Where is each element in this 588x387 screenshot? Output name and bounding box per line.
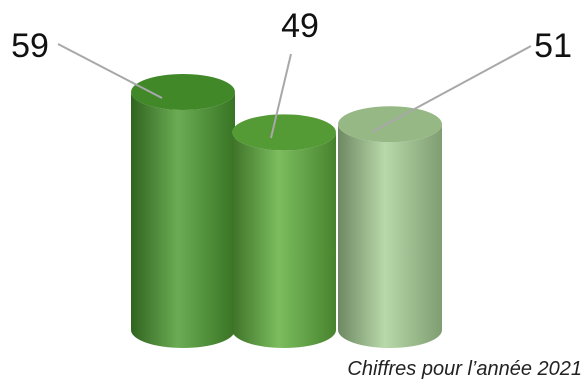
bar-2 — [232, 114, 336, 348]
bar-2-top — [232, 114, 336, 151]
leader-line-2 — [270, 53, 292, 139]
bar-3-body — [338, 124, 442, 348]
bar-1-top — [131, 74, 235, 110]
bar-3 — [338, 106, 442, 348]
data-label-1: 59 — [11, 27, 49, 65]
data-label-3: 51 — [534, 27, 572, 65]
leader-line-1 — [57, 43, 163, 99]
labels-layer: 59 49 51 — [11, 7, 572, 139]
leader-line-3 — [371, 45, 532, 133]
bar-2-body — [232, 132, 336, 348]
data-label-2: 49 — [281, 7, 319, 45]
chart-footnote: Chiffres pour l’année 2021 — [347, 358, 582, 380]
bars-layer — [131, 74, 442, 348]
bar-1-body — [131, 92, 235, 348]
bar-1 — [131, 74, 235, 348]
bar-3-top — [338, 106, 442, 143]
